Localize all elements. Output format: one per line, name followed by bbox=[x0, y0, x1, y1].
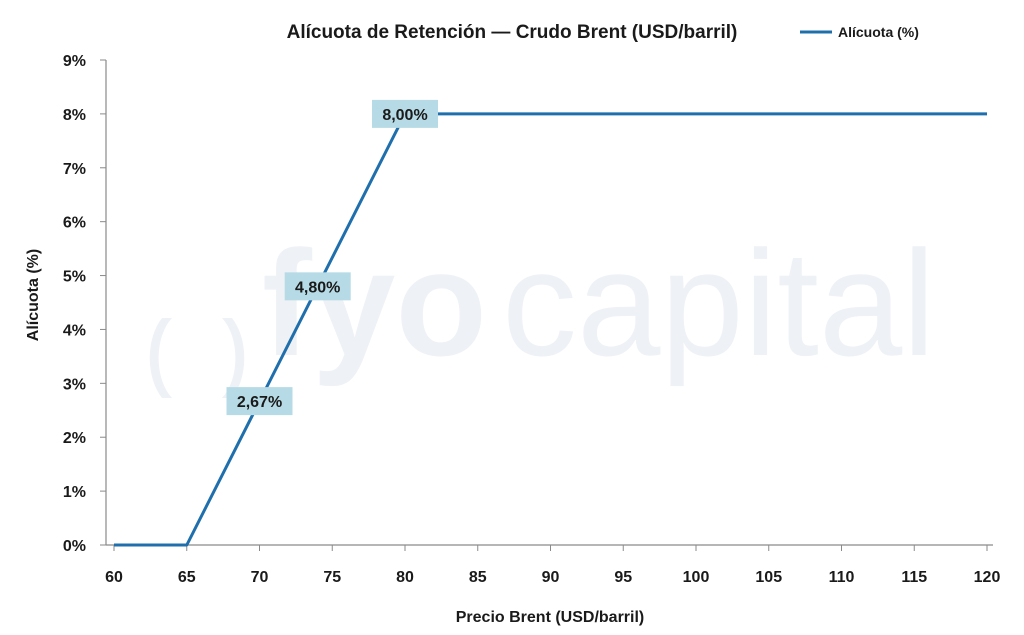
data-label: 8,00% bbox=[372, 99, 438, 128]
data-label-box bbox=[372, 99, 438, 128]
data-labels: 2,67% 4,80% 8,00% bbox=[226, 99, 438, 416]
y-tick-label: 3% bbox=[63, 376, 86, 393]
watermark-logo-icon-right bbox=[222, 318, 245, 398]
x-tick-label: 100 bbox=[683, 569, 710, 586]
y-tick-label: 1% bbox=[63, 484, 86, 501]
data-label-text: 4,80% bbox=[295, 279, 340, 296]
watermark-fyo: fyo bbox=[262, 219, 487, 387]
x-tick-label: 95 bbox=[614, 569, 632, 586]
y-tick-label: 2% bbox=[63, 430, 86, 447]
x-tick-label: 110 bbox=[829, 569, 855, 586]
x-tick-label: 85 bbox=[469, 569, 487, 586]
x-tick-label: 75 bbox=[323, 569, 341, 586]
x-tick-label: 105 bbox=[755, 569, 782, 586]
x-tick-label: 60 bbox=[105, 569, 123, 586]
data-label-text: 2,67% bbox=[237, 394, 282, 411]
y-tick-label: 7% bbox=[63, 161, 86, 178]
legend: Alícuota (%) bbox=[800, 24, 919, 40]
y-tick-label: 9% bbox=[63, 53, 86, 70]
y-tick-label: 8% bbox=[63, 107, 86, 124]
series-group bbox=[114, 112, 987, 547]
chart-title: Alícuota de Retención — Crudo Brent (USD… bbox=[287, 22, 738, 43]
watermark: fyo capital bbox=[149, 219, 936, 398]
y-tick-labels: 0% 1% 2% 3% 4% 5% 6% 7% 8% 9% bbox=[63, 53, 106, 555]
x-tick-label: 90 bbox=[542, 569, 560, 586]
data-label: 2,67% bbox=[226, 387, 293, 416]
x-tick-label: 115 bbox=[901, 569, 927, 586]
x-tick-label: 80 bbox=[396, 569, 414, 586]
data-label: 4,80% bbox=[284, 272, 351, 301]
data-label-text: 8,00% bbox=[382, 107, 427, 124]
watermark-capital: capital bbox=[502, 219, 936, 387]
y-tick-label: 6% bbox=[63, 215, 86, 232]
x-tick-label: 70 bbox=[251, 569, 269, 586]
y-axis-title: Alícuota (%) bbox=[25, 249, 42, 341]
data-label-box bbox=[284, 272, 351, 301]
data-label-box bbox=[226, 387, 293, 416]
y-tick-label: 0% bbox=[63, 538, 86, 555]
x-tick-labels: 60 65 70 75 80 85 90 95 100 105 110 115 120 bbox=[105, 545, 1000, 586]
watermark-logo-icon bbox=[149, 318, 172, 398]
x-tick-label: 65 bbox=[178, 569, 196, 586]
y-tick-label: 5% bbox=[63, 269, 86, 286]
x-tick-label: 120 bbox=[974, 569, 1001, 586]
x-axis-title: Precio Brent (USD/barril) bbox=[456, 609, 644, 626]
legend-label: Alícuota (%) bbox=[838, 24, 919, 40]
y-tick-label: 4% bbox=[63, 322, 86, 339]
series-line bbox=[114, 112, 987, 547]
